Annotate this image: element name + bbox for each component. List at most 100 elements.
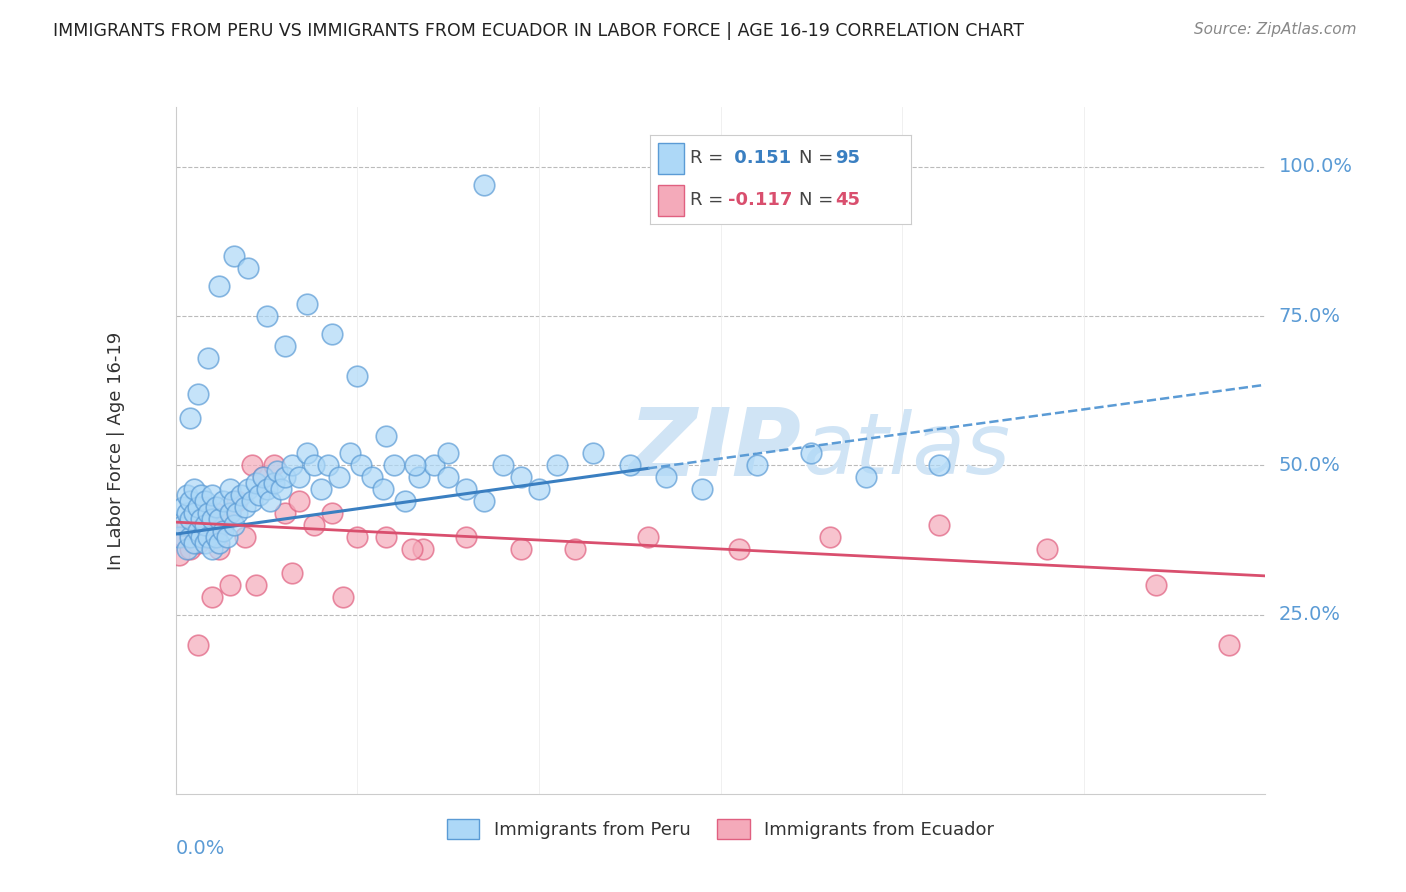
Point — [405, 458, 427, 473]
Point — [295, 297, 318, 311]
Point — [208, 512, 231, 526]
Point — [219, 506, 242, 520]
Point — [176, 506, 198, 520]
Point — [492, 458, 515, 473]
Point — [321, 326, 343, 341]
Point — [281, 458, 304, 473]
Point — [727, 541, 749, 556]
Point — [288, 470, 311, 484]
Point — [179, 512, 201, 526]
Point — [201, 590, 224, 604]
Point — [302, 518, 325, 533]
Point — [346, 530, 368, 544]
Point — [197, 351, 219, 365]
Point — [546, 458, 568, 473]
Point — [263, 476, 285, 491]
Point — [219, 578, 242, 592]
Point — [183, 524, 205, 538]
Text: IMMIGRANTS FROM PERU VS IMMIGRANTS FROM ECUADOR IN LABOR FORCE | AGE 16-19 CORRE: IMMIGRANTS FROM PERU VS IMMIGRANTS FROM … — [53, 22, 1025, 40]
Point — [375, 428, 398, 442]
Point — [245, 578, 267, 592]
Point — [252, 470, 274, 484]
Point — [437, 470, 460, 484]
Point — [295, 446, 318, 460]
Text: 75.0%: 75.0% — [1278, 307, 1340, 326]
Point — [194, 518, 217, 533]
Point — [318, 458, 340, 473]
Point — [176, 541, 198, 556]
Point — [375, 530, 398, 544]
Point — [527, 483, 550, 497]
Point — [219, 506, 242, 520]
Text: 50.0%: 50.0% — [1278, 456, 1340, 475]
Point — [190, 512, 212, 526]
Point — [212, 518, 235, 533]
Point — [183, 536, 205, 550]
Point — [190, 488, 212, 502]
Point — [247, 488, 270, 502]
Point — [231, 488, 253, 502]
Point — [179, 494, 201, 508]
Point — [474, 494, 496, 508]
Point — [208, 279, 231, 293]
Point — [204, 500, 226, 515]
Point — [619, 458, 641, 473]
Point — [172, 500, 194, 515]
Point — [1146, 578, 1168, 592]
Point — [800, 446, 823, 460]
Point — [222, 518, 245, 533]
Point — [201, 488, 224, 502]
Point — [226, 494, 249, 508]
Point — [233, 530, 256, 544]
Text: ZIP: ZIP — [628, 404, 801, 497]
Point — [309, 483, 332, 497]
Point — [371, 483, 394, 497]
Point — [219, 483, 242, 497]
Point — [456, 483, 478, 497]
Point — [190, 530, 212, 544]
Point — [194, 494, 217, 508]
Point — [266, 464, 288, 478]
Point — [169, 548, 191, 562]
Point — [422, 458, 444, 473]
Point — [201, 512, 224, 526]
Point — [172, 530, 194, 544]
Point — [226, 506, 249, 520]
Point — [233, 500, 256, 515]
Text: 0.0%: 0.0% — [176, 838, 225, 857]
Text: In Labor Force | Age 16-19: In Labor Force | Age 16-19 — [107, 331, 125, 570]
Point — [238, 261, 260, 276]
Point — [328, 470, 350, 484]
Point — [274, 506, 297, 520]
Point — [408, 470, 430, 484]
Point — [274, 470, 297, 484]
Point — [332, 590, 354, 604]
Point — [259, 494, 281, 508]
Point — [582, 446, 605, 460]
Point — [263, 458, 285, 473]
Point — [204, 530, 226, 544]
Point — [350, 458, 373, 473]
Point — [215, 530, 238, 544]
Point — [1036, 541, 1059, 556]
Point — [222, 249, 245, 263]
Point — [179, 410, 201, 425]
Point — [238, 483, 260, 497]
Point — [186, 638, 209, 652]
Point — [197, 506, 219, 520]
Point — [692, 483, 714, 497]
Point — [1218, 638, 1240, 652]
Point — [197, 530, 219, 544]
Point — [194, 500, 217, 515]
Point — [176, 518, 198, 533]
Point — [401, 541, 423, 556]
Point — [222, 494, 245, 508]
Point — [509, 470, 531, 484]
Point — [412, 541, 434, 556]
Point — [382, 458, 405, 473]
Point — [212, 494, 235, 508]
Point — [564, 541, 586, 556]
Point — [928, 458, 950, 473]
Point — [745, 458, 768, 473]
Point — [201, 530, 224, 544]
